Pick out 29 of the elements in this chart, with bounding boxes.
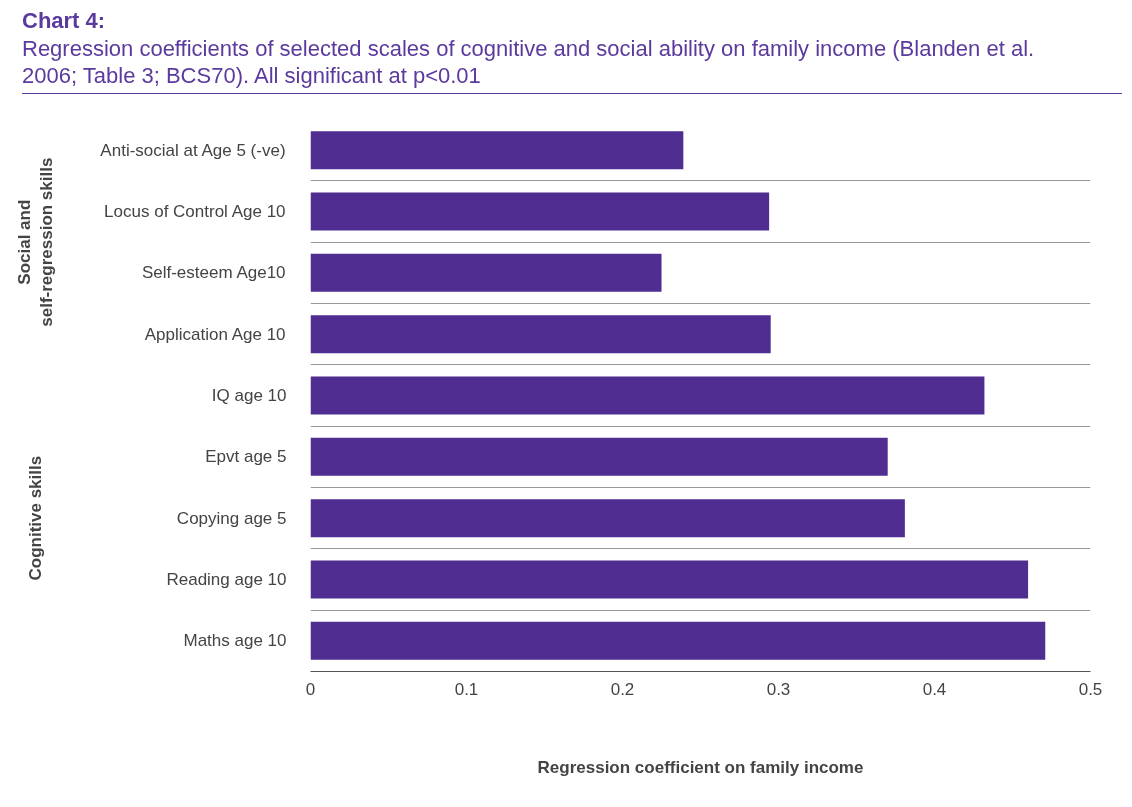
x-tick-label: 0.1 [454, 679, 479, 699]
y-tick-label: Anti-social at Age 5 (-ve) [100, 140, 286, 160]
y-tick-label: Epvt age 5 [205, 447, 287, 467]
y-tick-label: IQ age 10 [211, 386, 287, 406]
x-tick-label: 0.3 [766, 679, 791, 699]
y-tick-label: Maths age 10 [183, 631, 287, 651]
x-tick-label: 0.2 [610, 679, 635, 699]
chart-subtitle: Regression coefficients of selected scales of cognitive and social ability on family income (Blanden et al. 2006; Table 3; BCS70). All significant at p<0.01 [22, 36, 1036, 90]
x-axis-title: Regression coefficient on family income [537, 757, 864, 777]
bar [310, 622, 1046, 661]
text: Social and self-regression skills [14, 157, 57, 327]
bar [310, 254, 662, 293]
bar [310, 499, 905, 538]
text: Cognitive skills [26, 456, 45, 581]
y-tick-label: Locus of Control Age 10 [104, 202, 286, 222]
bar [310, 192, 770, 231]
bar [310, 438, 888, 477]
y-tick-label: Copying age 5 [176, 508, 287, 528]
bar [310, 315, 771, 354]
y-tick-label: Application Age 10 [144, 324, 286, 344]
x-tick-label: 0.5 [1078, 679, 1103, 699]
bar [310, 376, 985, 415]
bar [310, 560, 1029, 599]
text: Chart 4: [22, 7, 107, 35]
bar [310, 131, 684, 170]
y-tick-label: Reading age 10 [166, 570, 287, 590]
x-tick-label: 0 [305, 679, 316, 699]
x-tick-label: 0.4 [922, 679, 947, 699]
y-tick-label: Self-esteem Age10 [141, 263, 286, 283]
